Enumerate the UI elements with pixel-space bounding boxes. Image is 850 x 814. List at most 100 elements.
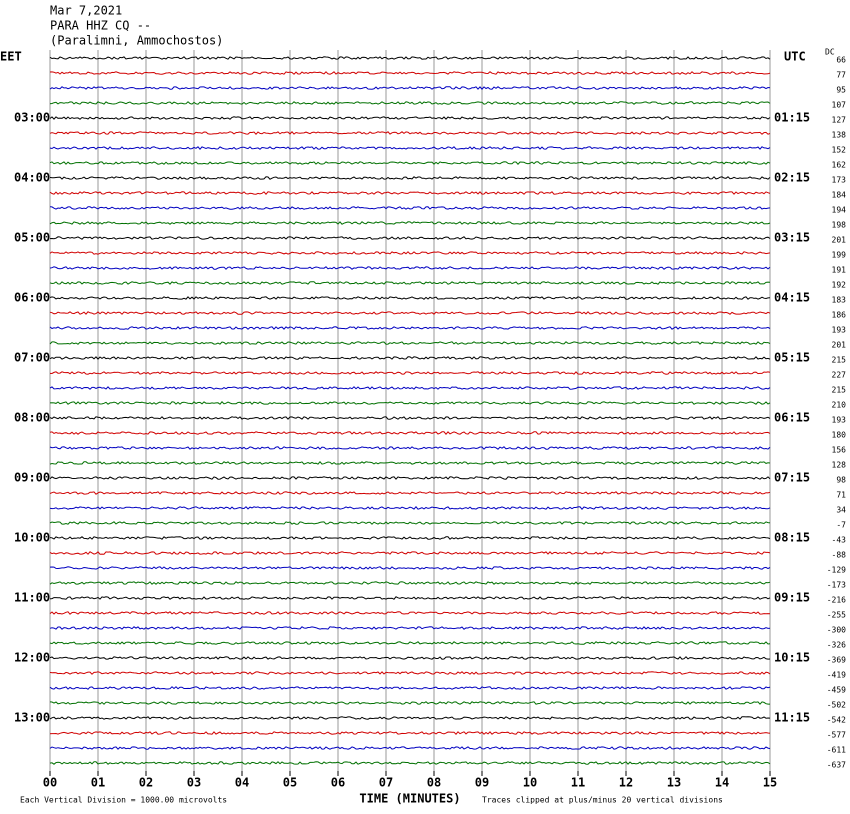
x-tick-label: 06	[331, 776, 345, 790]
x-tick-label: 15	[763, 776, 777, 790]
x-tick-label: 04	[235, 776, 249, 790]
x-tick-label: 00	[43, 776, 57, 790]
trace	[49, 131, 771, 135]
x-tick-label: 13	[667, 776, 681, 790]
right-time-label: 08:15	[774, 531, 810, 545]
trace	[49, 206, 771, 210]
dc-value: -43	[832, 536, 847, 545]
dc-value: 107	[832, 101, 847, 110]
footnote: Traces clipped at plus/minus 20 vertical…	[482, 796, 723, 805]
left-time-label: 11:00	[14, 591, 50, 605]
x-tick-label: 10	[523, 776, 537, 790]
dc-value: -369	[827, 656, 846, 665]
dc-value: 138	[832, 131, 847, 140]
trace	[49, 161, 771, 165]
trace	[49, 716, 771, 720]
dc-value: -255	[827, 611, 846, 620]
right-time-label: 07:15	[774, 471, 810, 485]
dc-value: 127	[832, 116, 847, 125]
trace	[49, 386, 771, 390]
footnote: Each Vertical Division = 1000.00 microvo…	[20, 796, 227, 805]
trace	[49, 191, 771, 195]
trace	[49, 266, 771, 270]
dc-value: 162	[832, 161, 847, 170]
dc-value: 184	[832, 191, 847, 200]
left-time-label: 04:00	[14, 171, 50, 185]
x-tick-label: 02	[139, 776, 153, 790]
dc-value: 183	[832, 296, 847, 305]
dc-value: 71	[836, 491, 846, 500]
dc-value: 98	[836, 476, 846, 485]
trace	[49, 86, 771, 90]
dc-value: 191	[832, 266, 847, 275]
trace	[49, 116, 771, 120]
dc-value: -502	[827, 701, 846, 710]
dc-value: 180	[832, 431, 847, 440]
trace	[49, 401, 771, 405]
dc-value: 156	[832, 446, 847, 455]
dc-value: 192	[832, 281, 847, 290]
right-time-label: 05:15	[774, 351, 810, 365]
trace	[49, 536, 771, 540]
trace	[49, 761, 771, 765]
left-time-label: 07:00	[14, 351, 50, 365]
dc-value: 201	[832, 341, 847, 350]
dc-value: 66	[836, 56, 846, 65]
trace	[49, 686, 771, 690]
dc-value: 227	[832, 371, 847, 380]
trace	[49, 176, 771, 180]
trace	[49, 701, 770, 705]
trace	[49, 416, 771, 420]
trace	[49, 491, 771, 495]
dc-value: -611	[827, 746, 846, 755]
right-time-label: 03:15	[774, 231, 810, 245]
dc-value: 193	[832, 416, 847, 425]
trace	[49, 656, 771, 660]
dc-value: 193	[832, 326, 847, 335]
x-tick-label: 11	[571, 776, 585, 790]
dc-value: 77	[836, 71, 846, 80]
trace	[49, 671, 771, 675]
dc-value: -637	[827, 761, 846, 770]
trace	[49, 521, 771, 525]
dc-value: -577	[827, 731, 846, 740]
trace	[49, 371, 771, 375]
dc-value: -542	[827, 716, 846, 725]
dc-value: 152	[832, 146, 847, 155]
dc-value: -7	[836, 521, 846, 530]
trace	[49, 431, 771, 435]
left-time-label: 13:00	[14, 711, 50, 725]
dc-value: 215	[832, 356, 847, 365]
x-axis-label: TIME (MINUTES)	[359, 792, 460, 806]
trace	[49, 461, 771, 465]
x-tick-label: 05	[283, 776, 297, 790]
trace	[49, 341, 771, 345]
trace	[49, 641, 771, 645]
trace	[49, 551, 771, 555]
right-time-label: 06:15	[774, 411, 810, 425]
trace	[49, 146, 771, 150]
dc-value: 194	[832, 206, 847, 215]
title-line: PARA HHZ CQ --	[50, 19, 151, 33]
dc-value: -129	[827, 566, 846, 575]
dc-value: 198	[832, 221, 847, 230]
left-time-label: 08:00	[14, 411, 50, 425]
right-time-label: 10:15	[774, 651, 810, 665]
dc-value: 201	[832, 236, 847, 245]
right-time-label: 02:15	[774, 171, 810, 185]
trace	[49, 581, 771, 585]
left-time-label: 09:00	[14, 471, 50, 485]
left-time-label: 10:00	[14, 531, 50, 545]
x-tick-label: 14	[715, 776, 729, 790]
x-tick-label: 01	[91, 776, 105, 790]
trace	[49, 506, 771, 510]
trace	[49, 281, 771, 285]
trace	[49, 296, 771, 300]
trace	[49, 236, 771, 240]
left-zone: EET	[0, 50, 22, 64]
right-zone: UTC	[784, 50, 806, 64]
trace	[49, 101, 771, 105]
left-time-label: 03:00	[14, 111, 50, 125]
title-line: (Paralimni, Ammochostos)	[50, 34, 223, 48]
